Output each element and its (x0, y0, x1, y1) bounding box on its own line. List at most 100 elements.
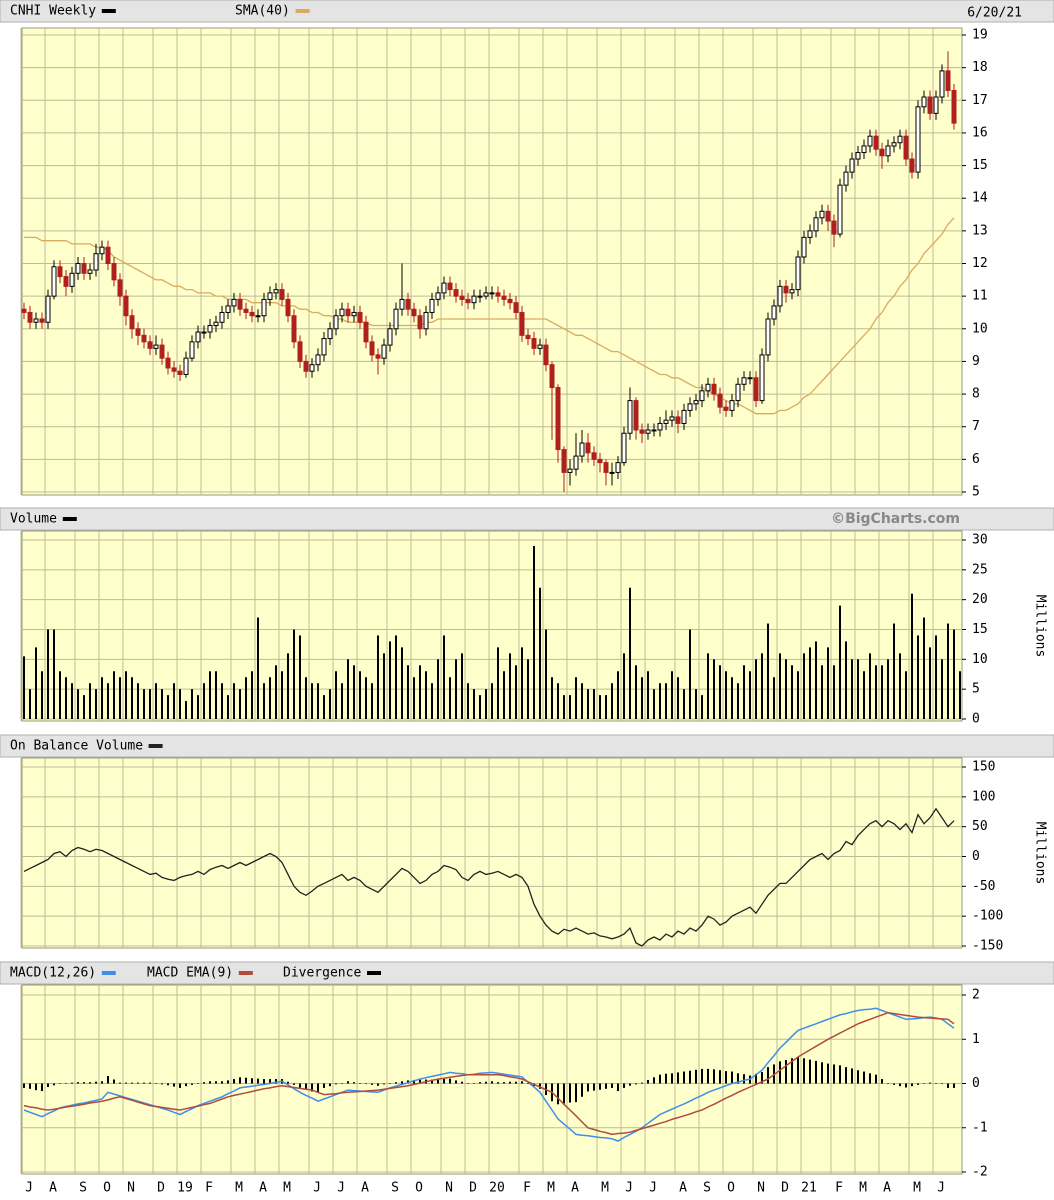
x-tick-label: J (313, 1181, 321, 1196)
bar (347, 1081, 349, 1084)
y-tick-label: 0 (972, 849, 980, 864)
candle-body (165, 357, 171, 369)
bar (395, 1082, 397, 1084)
bar (161, 1083, 163, 1085)
bar (719, 1070, 721, 1084)
bar (227, 1080, 229, 1084)
bar (803, 653, 805, 719)
candle-body (477, 295, 483, 298)
candle-body (951, 89, 957, 124)
bar (125, 1082, 127, 1084)
y-tick-label: 7 (972, 419, 980, 434)
bar (485, 1081, 487, 1084)
bar (299, 635, 301, 719)
credit: ©BigCharts.com (831, 511, 960, 527)
bar (131, 1082, 133, 1084)
candle-body (939, 70, 945, 98)
legend-swatch (62, 517, 77, 521)
bar (635, 665, 637, 719)
y-tick-label: 10 (972, 652, 988, 667)
bar (557, 683, 559, 719)
x-tick-label: N (757, 1181, 765, 1196)
bar (863, 671, 865, 719)
candle-body (843, 171, 849, 186)
candle-body (351, 311, 357, 317)
bar (833, 665, 835, 719)
candle-body (705, 383, 711, 392)
bar (317, 683, 319, 719)
candle-body (885, 145, 891, 157)
bar (89, 1082, 91, 1084)
bar (263, 1079, 265, 1084)
bar (791, 1058, 793, 1084)
bar (269, 677, 271, 719)
bar (827, 1063, 829, 1084)
candle-body (729, 400, 735, 411)
bar (911, 593, 913, 719)
bar (947, 1083, 949, 1088)
bar (113, 1079, 115, 1084)
bar (743, 1074, 745, 1084)
bar (287, 653, 289, 719)
x-tick-label: 19 (177, 1181, 193, 1196)
bar (467, 1083, 469, 1084)
bar (341, 683, 343, 719)
bar (161, 689, 163, 719)
bar (227, 695, 229, 719)
candle-body (777, 285, 783, 307)
candle-body (603, 462, 609, 473)
bar (233, 1079, 235, 1084)
bar (935, 635, 937, 719)
bar (875, 1074, 877, 1084)
x-tick-label: A (49, 1181, 57, 1196)
candle-body (369, 341, 375, 356)
candle-body (741, 377, 747, 385)
bar (869, 653, 871, 719)
bar (437, 659, 439, 719)
candle-body (177, 370, 183, 375)
legend-label: SMA(40) (235, 4, 290, 19)
candle-body (795, 256, 801, 291)
y-tick-label: -1 (972, 1120, 988, 1135)
candle-body (717, 393, 723, 408)
candle-body (483, 292, 489, 297)
bar (383, 653, 385, 719)
sma-line (24, 217, 955, 415)
bar (53, 1083, 55, 1086)
bar (35, 647, 37, 719)
bar (377, 1083, 379, 1086)
bar (431, 683, 433, 719)
candle-body (573, 455, 579, 470)
bar (143, 1082, 145, 1084)
bar (911, 1083, 913, 1087)
bar (365, 1083, 367, 1084)
candle-body (747, 377, 753, 380)
bar (779, 1061, 781, 1084)
bar (173, 1083, 175, 1087)
candle-body (837, 184, 843, 235)
candle-body (171, 367, 177, 372)
bar (659, 1074, 661, 1084)
y-tick-label: 19 (972, 28, 988, 43)
bar (89, 683, 91, 719)
y-tick-label: 150 (972, 760, 995, 775)
bar (359, 671, 361, 719)
x-tick-label: A (679, 1181, 687, 1196)
bar (275, 1079, 277, 1084)
candle-body (681, 409, 687, 424)
bar (377, 635, 379, 719)
candle-body (249, 311, 255, 317)
candle-body (441, 282, 447, 294)
bar (323, 695, 325, 719)
bar (509, 653, 511, 719)
candle-body (27, 311, 33, 323)
bar (83, 1082, 85, 1084)
bar (437, 1079, 439, 1084)
bar (923, 617, 925, 719)
y-tick-label: 0 (972, 1076, 980, 1091)
bar (677, 677, 679, 719)
bar (203, 683, 205, 719)
bar (785, 659, 787, 719)
candle-body (819, 210, 825, 219)
bar (623, 653, 625, 719)
